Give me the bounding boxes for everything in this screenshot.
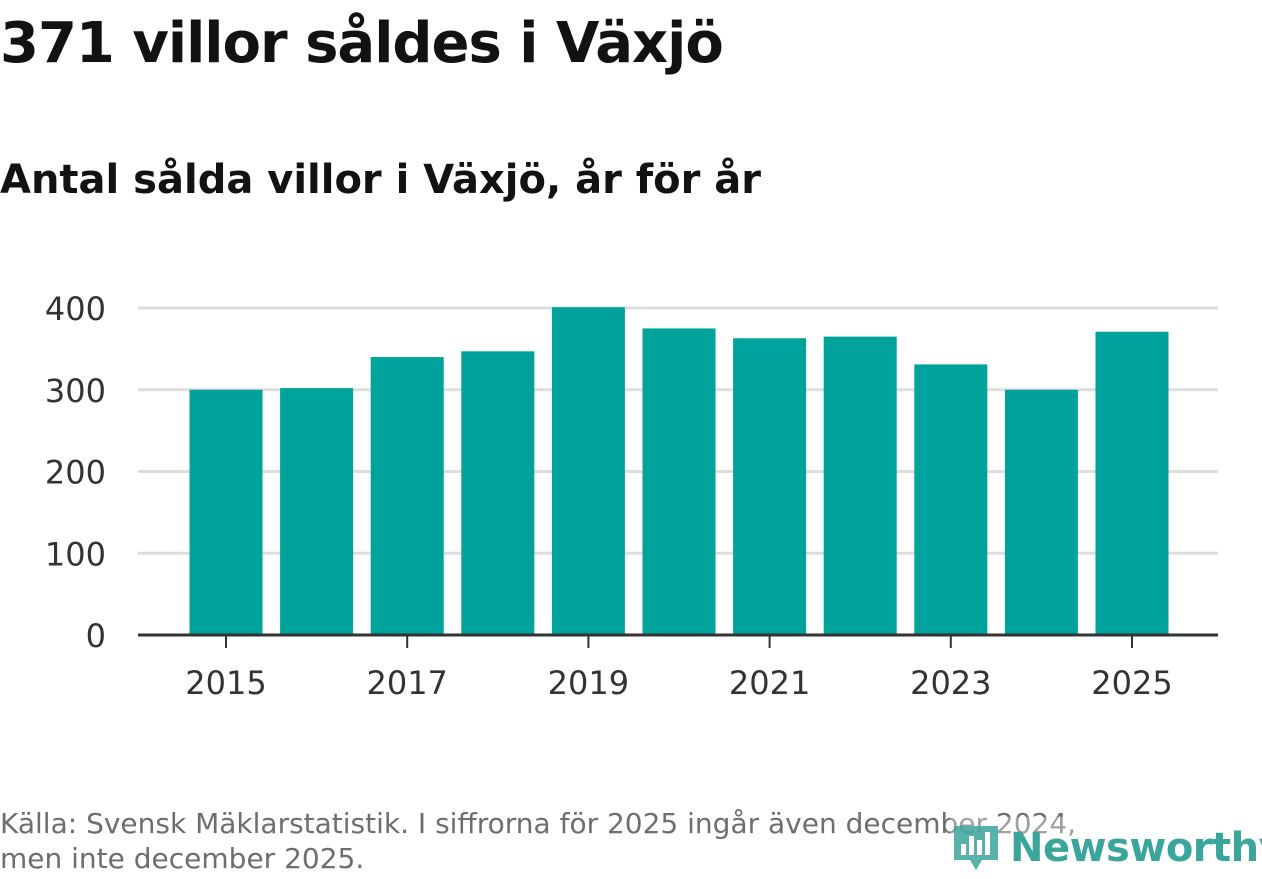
bar-2022: [823, 336, 897, 635]
bar-2020: [642, 328, 716, 635]
bar-2018: [461, 351, 535, 635]
brand-name: Newsworthy: [1010, 825, 1262, 871]
y-tick-label-400: 400: [45, 290, 106, 328]
bar-2019: [551, 307, 625, 635]
source-note: Källa: Svensk Mäklarstatistik. I siffror…: [0, 806, 1262, 876]
bar-2015: [189, 389, 263, 635]
y-tick-label-100: 100: [45, 535, 106, 573]
bar-2021: [733, 338, 807, 635]
x-tick-label-2017: 2017: [366, 664, 447, 702]
source-note-line-1: Källa: Svensk Mäklarstatistik. I siffror…: [0, 807, 1077, 840]
bar-2023: [914, 364, 988, 635]
bar-2016: [280, 388, 354, 635]
x-tick-label-2019: 2019: [548, 664, 629, 702]
y-tick-label-0: 0: [86, 617, 106, 655]
y-tick-label-300: 300: [45, 372, 106, 410]
bar-2017: [370, 357, 444, 635]
bar-2024: [1004, 389, 1078, 635]
bar-chart-logo-icon: [954, 826, 998, 870]
source-note-line-2: men inte december 2025.: [0, 842, 365, 875]
x-tick-label-2015: 2015: [185, 664, 266, 702]
x-tick-label-2025: 2025: [1091, 664, 1172, 702]
chart-subtitle: Antal sålda villor i Växjö, år för år: [0, 157, 761, 203]
newsworthy-logo: Newsworthy: [950, 817, 1262, 879]
y-tick-label-200: 200: [45, 454, 106, 492]
x-tick-label-2021: 2021: [729, 664, 810, 702]
x-tick-label-2023: 2023: [910, 664, 991, 702]
chart-title: 371 villor såldes i Växjö: [0, 11, 724, 76]
bar-2025: [1095, 331, 1169, 635]
